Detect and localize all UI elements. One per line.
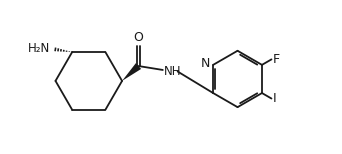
- Text: I: I: [273, 92, 277, 105]
- Text: F: F: [273, 53, 280, 66]
- Text: NH: NH: [165, 65, 182, 78]
- Polygon shape: [122, 63, 141, 81]
- Text: H₂N: H₂N: [28, 42, 50, 55]
- Text: N: N: [201, 57, 210, 70]
- Text: O: O: [134, 31, 143, 44]
